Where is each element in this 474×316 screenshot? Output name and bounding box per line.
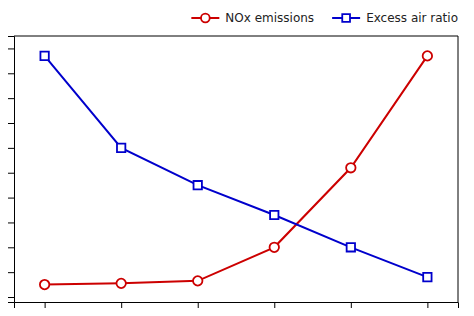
x-tick xyxy=(427,302,428,308)
y-tick xyxy=(8,272,14,273)
y-tick xyxy=(8,48,14,49)
chart: NOx emissions Excess air ratio xyxy=(0,0,474,316)
y-tick xyxy=(8,247,14,248)
series-marker xyxy=(40,52,48,60)
x-tick xyxy=(351,302,352,308)
series-marker xyxy=(270,243,279,252)
x-tick-mark xyxy=(45,302,46,308)
x-tick-mark xyxy=(198,302,199,308)
y-tick xyxy=(8,198,14,199)
y-tick-mark xyxy=(8,73,14,74)
marks xyxy=(40,51,432,289)
x-tick-mark xyxy=(427,302,428,308)
series-marker xyxy=(194,181,202,189)
legend-item: Excess air ratio xyxy=(332,11,458,25)
y-tick-mark xyxy=(8,173,14,174)
y-tick xyxy=(8,123,14,124)
legend-label: Excess air ratio xyxy=(366,11,458,25)
plot-area xyxy=(8,36,459,308)
y-tick xyxy=(8,148,14,149)
x-tick-mark xyxy=(274,302,275,308)
series-marker xyxy=(40,280,49,289)
frame-top xyxy=(14,36,458,37)
series-marker xyxy=(117,144,125,152)
y-tick-mark xyxy=(8,198,14,199)
x-tick xyxy=(274,302,275,308)
legend-item: NOx emissions xyxy=(191,11,314,25)
series-marker xyxy=(116,279,125,288)
x-axis xyxy=(15,302,459,308)
frame-right xyxy=(458,36,459,302)
y-tick-mark xyxy=(8,98,14,99)
y-tick xyxy=(8,297,14,298)
x-axis-line xyxy=(15,303,459,309)
x-tick xyxy=(45,302,46,308)
legend-label: NOx emissions xyxy=(225,11,314,25)
series-line xyxy=(45,56,428,285)
series-marker xyxy=(193,276,202,285)
legend-marker xyxy=(342,14,350,22)
series-marker xyxy=(346,163,355,172)
x-tick-mark xyxy=(121,302,122,308)
y-tick xyxy=(8,222,14,223)
y-tick xyxy=(8,173,14,174)
y-tick-mark xyxy=(8,272,14,273)
legend-marker xyxy=(201,14,210,23)
series-marker xyxy=(423,273,431,281)
x-tick-mark xyxy=(351,302,352,308)
series-marker xyxy=(347,243,355,251)
legend: NOx emissions Excess air ratio xyxy=(191,11,458,25)
y-tick-mark xyxy=(8,48,14,49)
y-axis xyxy=(8,37,15,303)
y-tick xyxy=(8,73,14,74)
y-axis-line xyxy=(8,37,15,303)
x-tick xyxy=(121,302,122,308)
series-marker xyxy=(423,51,432,60)
y-tick-mark xyxy=(8,123,14,124)
y-tick-mark xyxy=(8,148,14,149)
y-tick-mark xyxy=(8,297,14,298)
series-marker xyxy=(270,211,278,219)
y-tick-mark xyxy=(8,222,14,223)
x-tick xyxy=(198,302,199,308)
y-tick-mark xyxy=(8,247,14,248)
series-line xyxy=(45,56,428,277)
y-tick xyxy=(8,98,14,99)
